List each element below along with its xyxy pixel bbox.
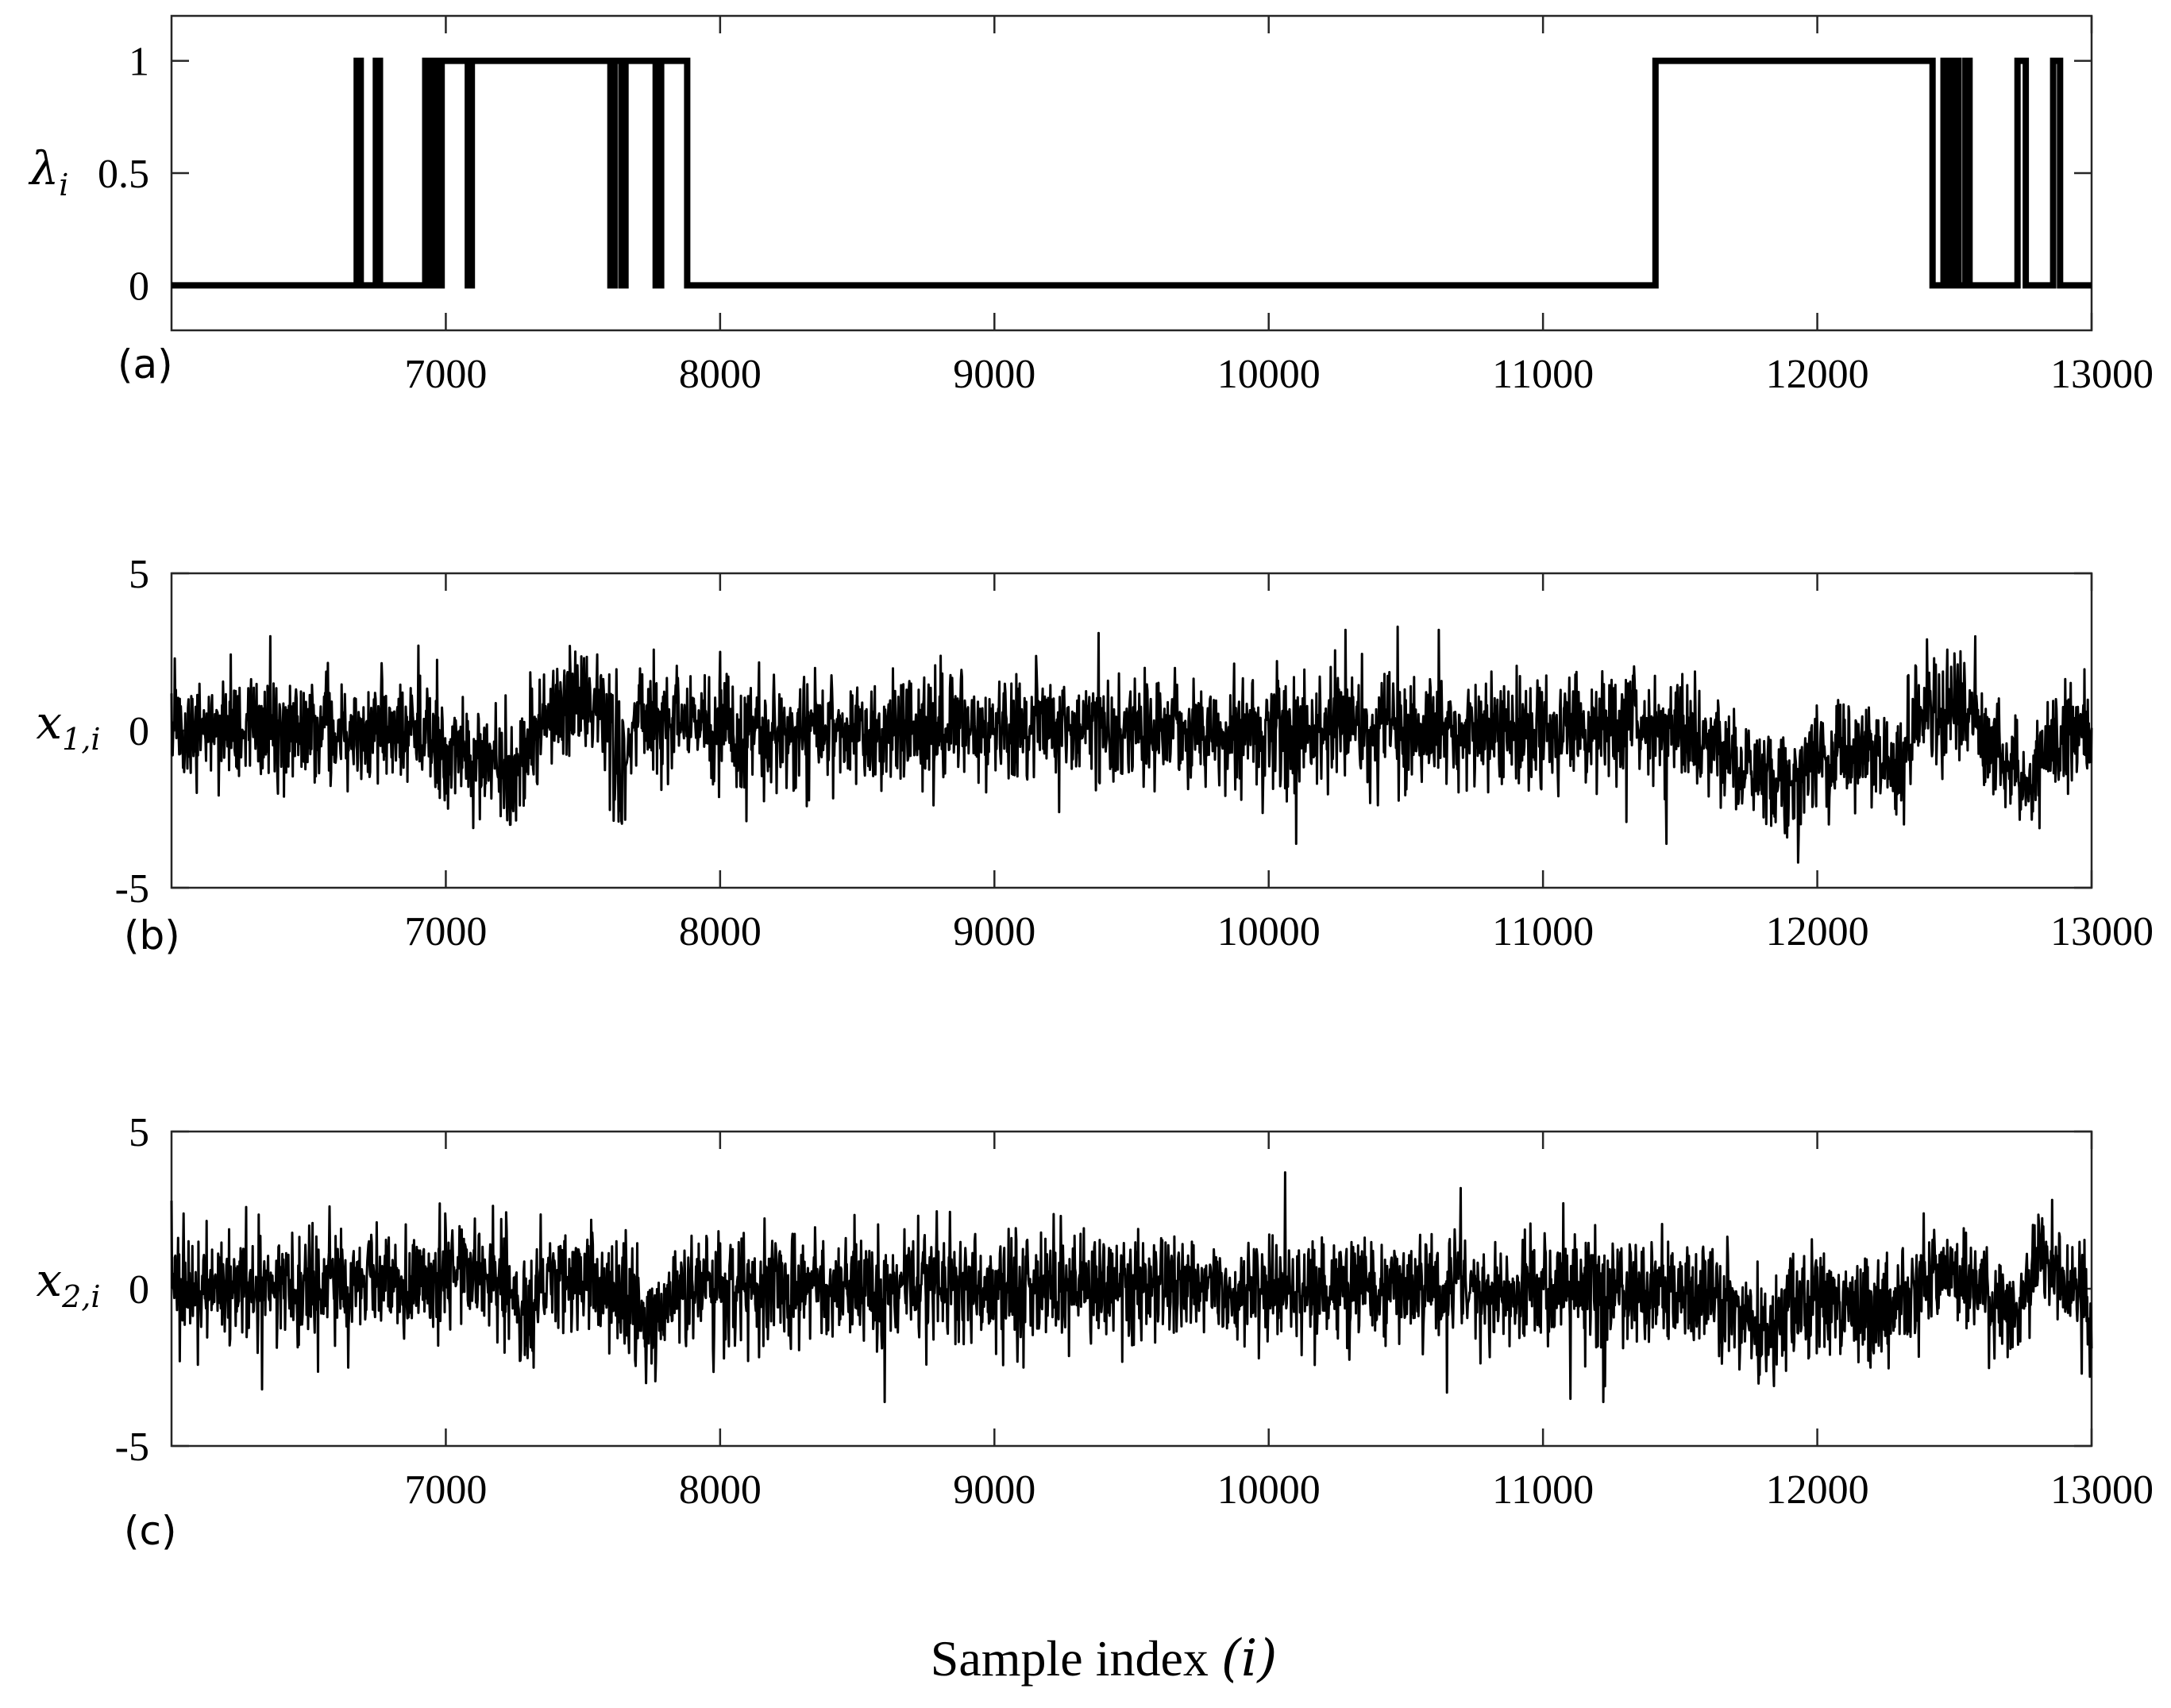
- ylabel-a: λi: [29, 141, 69, 202]
- x-tick-label-a: 9000: [953, 352, 1035, 397]
- y-tick-label-c: 0: [129, 1267, 149, 1313]
- x-tick-label-a: 10000: [1217, 352, 1321, 397]
- x-tick-label-a: 13000: [2050, 352, 2154, 397]
- x-axis-label: Sample index (i): [931, 1629, 1278, 1688]
- ylabel-c-sub: 2,i: [61, 1279, 100, 1314]
- x-tick-label-b: 13000: [2050, 909, 2154, 954]
- x-tick-label-c: 10000: [1217, 1467, 1321, 1513]
- x-tick-label-b: 12000: [1766, 909, 1869, 954]
- x-axis-label-var: (i): [1221, 1629, 1277, 1688]
- ylabel-b: x1,i: [36, 696, 100, 757]
- panel-a: 7000 8000 9000 10000 11000 12000 13000 0 0.5 1 λi…: [29, 14, 2154, 397]
- x-tick-label-b: 9000: [953, 909, 1035, 954]
- ticks-a: 7000 8000 9000 10000 11000 12000 13000 0 0.5 1: [98, 16, 2154, 397]
- y-tick-label-c: -5: [115, 1425, 149, 1470]
- y-tick-label-a: 1: [129, 40, 149, 85]
- ylabel-b-sub: 1,i: [62, 722, 100, 757]
- x-tick-label-a: 11000: [1492, 352, 1594, 397]
- ticks-b: 7000 8000 9000 10000 11000 12000 13000 -5 0 5: [115, 552, 2154, 954]
- y-tick-label-a: 0: [129, 264, 149, 309]
- ylabel-a-sub: i: [59, 168, 68, 202]
- ylabel-c-base: x: [36, 1253, 62, 1307]
- ylabel-b-base: x: [36, 696, 62, 750]
- y-tick-label-a: 0.5: [98, 152, 149, 197]
- x-tick-label-b: 7000: [404, 909, 487, 954]
- x-tick-label-c: 9000: [953, 1467, 1035, 1513]
- y-tick-label-b: -5: [115, 866, 149, 912]
- panel-b: 7000 8000 9000 10000 11000 12000 13000 -5 0 5 x1,…: [36, 552, 2154, 958]
- series-line-x2: [170, 1171, 2093, 1404]
- y-tick-label-c: 5: [129, 1110, 149, 1155]
- y-tick-label-b: 0: [129, 709, 149, 754]
- ticks-c: 7000 8000 9000 10000 11000 12000 13000 -5 0 5: [115, 1110, 2154, 1513]
- x-tick-label-a: 7000: [404, 352, 487, 397]
- x-tick-label-c: 13000: [2050, 1467, 2154, 1513]
- panel-label-c: (c): [124, 1508, 177, 1554]
- panel-label-b: (b): [124, 912, 180, 958]
- ylabel-a-base: λ: [29, 141, 60, 195]
- ylabel-c: x2,i: [36, 1253, 100, 1314]
- y-tick-label-b: 5: [129, 552, 149, 597]
- x-tick-label-a: 12000: [1766, 352, 1869, 397]
- x-tick-label-c: 11000: [1492, 1467, 1594, 1513]
- series-line-x1: [170, 625, 2093, 864]
- x-axis-label-text: Sample index: [931, 1630, 1221, 1687]
- panel-c: 7000 8000 9000 10000 11000 12000 13000 -5 0 5 x2,…: [36, 1110, 2154, 1554]
- x-tick-label-c: 12000: [1766, 1467, 1869, 1513]
- x-tick-label-c: 8000: [679, 1467, 762, 1513]
- series-line-lambda: [172, 57, 2092, 289]
- x-tick-label-b: 8000: [679, 909, 762, 954]
- x-tick-label-b: 11000: [1492, 909, 1594, 954]
- panel-label-a: (a): [118, 341, 173, 387]
- x-tick-label-b: 10000: [1217, 909, 1321, 954]
- x-tick-label-c: 7000: [404, 1467, 487, 1513]
- x-tick-label-a: 8000: [679, 352, 762, 397]
